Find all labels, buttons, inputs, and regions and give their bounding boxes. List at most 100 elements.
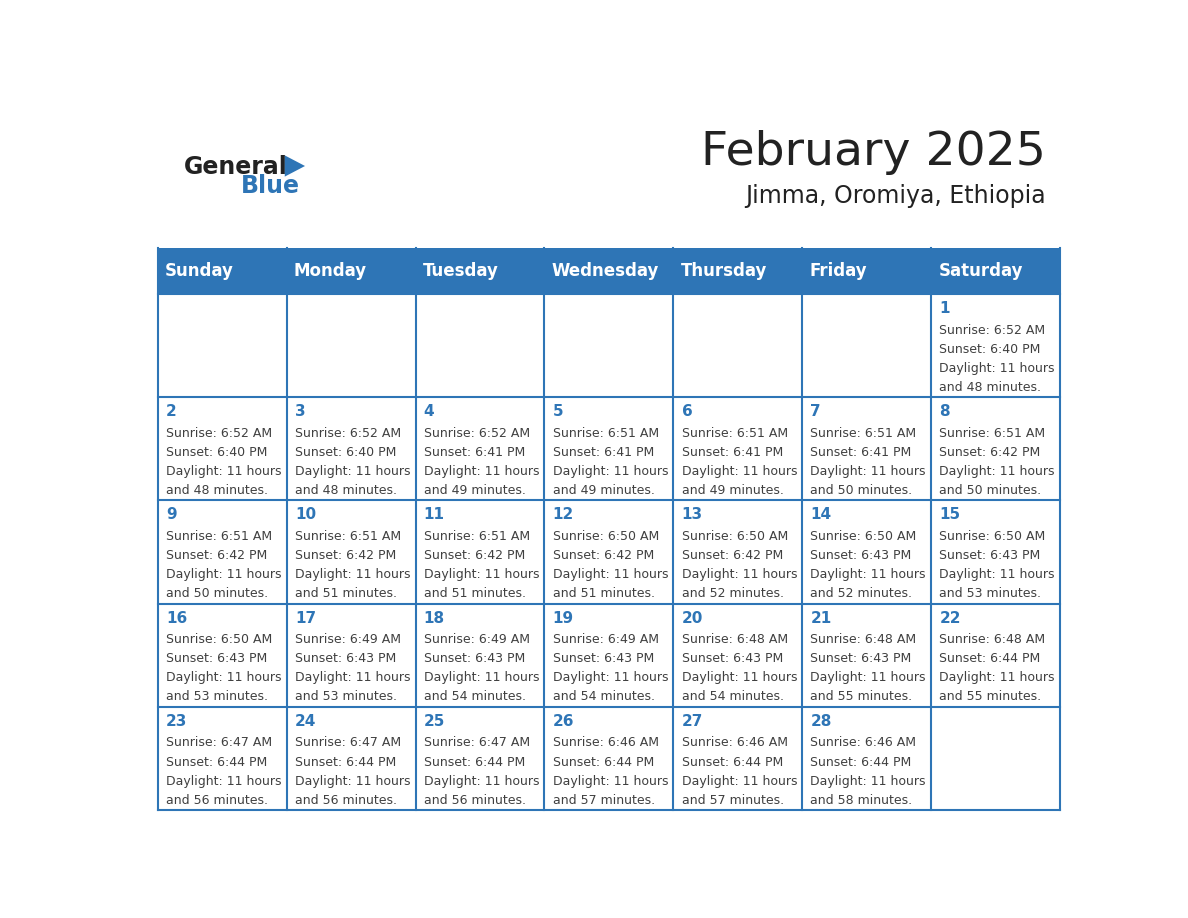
Text: and 48 minutes.: and 48 minutes. (295, 484, 397, 497)
Text: and 51 minutes.: and 51 minutes. (424, 588, 526, 600)
Bar (416, 707, 544, 810)
Text: 3: 3 (295, 404, 305, 420)
Text: 17: 17 (295, 610, 316, 625)
Text: Daylight: 11 hours: Daylight: 11 hours (424, 671, 539, 685)
Text: Sunrise: 6:51 AM: Sunrise: 6:51 AM (552, 427, 659, 440)
Text: Sunset: 6:43 PM: Sunset: 6:43 PM (295, 653, 396, 666)
Text: Sunrise: 6:49 AM: Sunrise: 6:49 AM (424, 633, 530, 646)
Text: Sunset: 6:44 PM: Sunset: 6:44 PM (424, 756, 525, 768)
Text: Sunrise: 6:50 AM: Sunrise: 6:50 AM (682, 530, 788, 543)
Text: Sunset: 6:43 PM: Sunset: 6:43 PM (940, 549, 1041, 562)
Bar (802, 500, 931, 603)
Text: Sunrise: 6:51 AM: Sunrise: 6:51 AM (810, 427, 917, 440)
Bar (286, 500, 416, 603)
Text: 23: 23 (166, 714, 188, 729)
Text: Daylight: 11 hours: Daylight: 11 hours (424, 465, 539, 478)
Bar (802, 603, 931, 707)
Polygon shape (285, 155, 305, 176)
Text: Sunrise: 6:48 AM: Sunrise: 6:48 AM (682, 633, 788, 646)
Text: Sunrise: 6:47 AM: Sunrise: 6:47 AM (295, 736, 402, 749)
Text: Sunrise: 6:51 AM: Sunrise: 6:51 AM (940, 427, 1045, 440)
Bar (931, 500, 1060, 603)
Text: Sunrise: 6:48 AM: Sunrise: 6:48 AM (940, 633, 1045, 646)
Text: Wednesday: Wednesday (551, 262, 659, 280)
Text: 14: 14 (810, 508, 832, 522)
Text: Sunrise: 6:48 AM: Sunrise: 6:48 AM (810, 633, 917, 646)
Bar (674, 294, 802, 397)
Bar (416, 603, 544, 707)
Bar (931, 603, 1060, 707)
Text: Sunset: 6:41 PM: Sunset: 6:41 PM (682, 446, 783, 459)
Bar (544, 294, 674, 397)
Text: Jimma, Oromiya, Ethiopia: Jimma, Oromiya, Ethiopia (746, 185, 1047, 208)
Text: Daylight: 11 hours: Daylight: 11 hours (166, 465, 282, 478)
Text: and 56 minutes.: and 56 minutes. (295, 794, 397, 807)
Text: 11: 11 (424, 508, 444, 522)
Text: Daylight: 11 hours: Daylight: 11 hours (682, 568, 797, 581)
Text: and 53 minutes.: and 53 minutes. (295, 690, 397, 703)
Text: and 49 minutes.: and 49 minutes. (682, 484, 783, 497)
Text: 22: 22 (940, 610, 961, 625)
Text: 21: 21 (810, 610, 832, 625)
Bar (416, 397, 544, 500)
Bar (158, 294, 286, 397)
Text: Sunrise: 6:50 AM: Sunrise: 6:50 AM (552, 530, 659, 543)
Text: and 49 minutes.: and 49 minutes. (552, 484, 655, 497)
Text: and 54 minutes.: and 54 minutes. (424, 690, 526, 703)
Text: Sunrise: 6:52 AM: Sunrise: 6:52 AM (295, 427, 402, 440)
Text: and 54 minutes.: and 54 minutes. (552, 690, 655, 703)
Text: Sunrise: 6:52 AM: Sunrise: 6:52 AM (424, 427, 530, 440)
Bar (931, 294, 1060, 397)
Text: 19: 19 (552, 610, 574, 625)
Bar (286, 294, 416, 397)
Text: Friday: Friday (809, 262, 867, 280)
Text: 2: 2 (166, 404, 177, 420)
Text: 13: 13 (682, 508, 703, 522)
Text: 6: 6 (682, 404, 693, 420)
Text: and 54 minutes.: and 54 minutes. (682, 690, 784, 703)
Text: Daylight: 11 hours: Daylight: 11 hours (940, 568, 1055, 581)
Text: 7: 7 (810, 404, 821, 420)
Text: Sunset: 6:43 PM: Sunset: 6:43 PM (810, 549, 911, 562)
Text: Daylight: 11 hours: Daylight: 11 hours (295, 465, 410, 478)
Text: Sunrise: 6:47 AM: Sunrise: 6:47 AM (166, 736, 272, 749)
Bar (544, 603, 674, 707)
Text: Daylight: 11 hours: Daylight: 11 hours (682, 465, 797, 478)
Bar (674, 397, 802, 500)
Text: Daylight: 11 hours: Daylight: 11 hours (424, 775, 539, 788)
Text: Daylight: 11 hours: Daylight: 11 hours (940, 671, 1055, 685)
Text: Sunset: 6:43 PM: Sunset: 6:43 PM (552, 653, 653, 666)
Text: Sunset: 6:43 PM: Sunset: 6:43 PM (682, 653, 783, 666)
Text: 10: 10 (295, 508, 316, 522)
Text: Saturday: Saturday (939, 262, 1023, 280)
Text: Daylight: 11 hours: Daylight: 11 hours (810, 568, 925, 581)
Text: Sunrise: 6:47 AM: Sunrise: 6:47 AM (424, 736, 530, 749)
Bar (286, 603, 416, 707)
Text: Daylight: 11 hours: Daylight: 11 hours (166, 671, 282, 685)
Text: Sunset: 6:42 PM: Sunset: 6:42 PM (166, 549, 267, 562)
Bar (674, 603, 802, 707)
Text: 4: 4 (424, 404, 435, 420)
Text: Sunset: 6:42 PM: Sunset: 6:42 PM (295, 549, 396, 562)
Text: Daylight: 11 hours: Daylight: 11 hours (940, 465, 1055, 478)
Text: Sunrise: 6:46 AM: Sunrise: 6:46 AM (682, 736, 788, 749)
Text: Sunset: 6:40 PM: Sunset: 6:40 PM (166, 446, 267, 459)
Text: and 51 minutes.: and 51 minutes. (295, 588, 397, 600)
Text: Sunrise: 6:50 AM: Sunrise: 6:50 AM (810, 530, 917, 543)
Text: Daylight: 11 hours: Daylight: 11 hours (552, 568, 668, 581)
Text: Daylight: 11 hours: Daylight: 11 hours (552, 775, 668, 788)
Text: Sunrise: 6:51 AM: Sunrise: 6:51 AM (424, 530, 530, 543)
Text: and 51 minutes.: and 51 minutes. (552, 588, 655, 600)
Bar (544, 397, 674, 500)
Text: Daylight: 11 hours: Daylight: 11 hours (295, 671, 410, 685)
Text: Daylight: 11 hours: Daylight: 11 hours (940, 362, 1055, 375)
Text: Daylight: 11 hours: Daylight: 11 hours (810, 465, 925, 478)
Text: 27: 27 (682, 714, 703, 729)
Text: 26: 26 (552, 714, 574, 729)
Text: Sunday: Sunday (165, 262, 234, 280)
Bar (931, 397, 1060, 500)
Text: Sunrise: 6:52 AM: Sunrise: 6:52 AM (166, 427, 272, 440)
Text: Sunset: 6:44 PM: Sunset: 6:44 PM (552, 756, 653, 768)
Bar (802, 294, 931, 397)
Text: and 57 minutes.: and 57 minutes. (682, 794, 784, 807)
